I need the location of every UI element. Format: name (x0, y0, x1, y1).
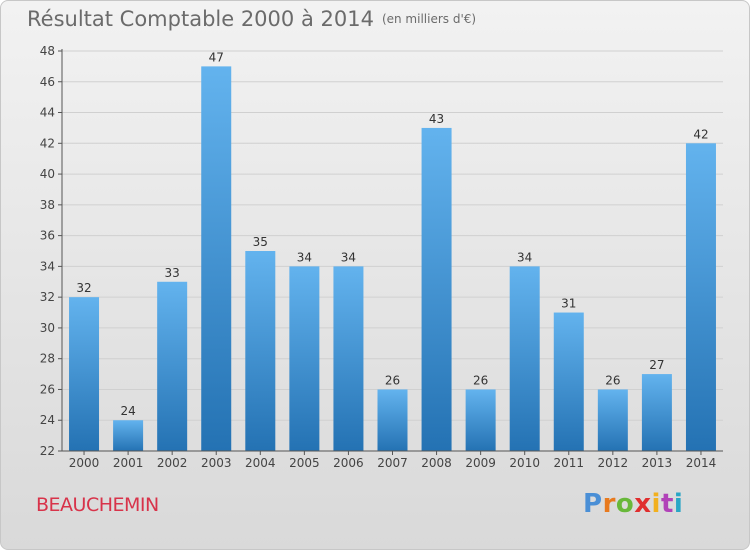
x-tick-label: 2007 (377, 456, 408, 470)
x-tick-label: 2009 (465, 456, 496, 470)
bar-2009 (465, 389, 496, 451)
data-label: 24 (120, 404, 135, 418)
x-tick-label: 2002 (157, 456, 188, 470)
logo-letter: r (602, 489, 616, 519)
y-tick-label: 26 (40, 382, 55, 396)
data-label: 34 (341, 250, 356, 264)
y-tick-label: 38 (40, 198, 55, 212)
logo-letter: o (615, 489, 635, 519)
data-label: 43 (429, 112, 444, 126)
x-tick-label: 2011 (553, 456, 584, 470)
data-label: 34 (517, 250, 532, 264)
logo-letter: i (651, 489, 661, 519)
bar-2008 (421, 127, 452, 451)
proxiti-logo[interactable]: Proxiti (583, 489, 683, 519)
y-tick-label: 24 (40, 413, 55, 427)
bars: 32 24 33 47 35 34 34 26 43 26 34 31 26 27 42 (69, 50, 716, 452)
bar-2003 (201, 66, 232, 451)
x-tick-label: 2005 (289, 456, 320, 470)
bar-2013 (641, 374, 672, 451)
data-label: 33 (165, 266, 180, 280)
x-tick-label: 2012 (598, 456, 629, 470)
x-tick-label: 2006 (333, 456, 364, 470)
data-label: 26 (605, 373, 620, 387)
bar-2000 (69, 297, 100, 451)
y-tick-label: 42 (40, 136, 55, 150)
bar-2005 (289, 266, 320, 451)
axes: 22 24 26 28 30 32 34 36 38 40 42 44 46 48 2000 2001 2002… (40, 44, 723, 470)
bar-2010 (509, 266, 540, 451)
x-tick-label: 2008 (421, 456, 452, 470)
title-text: Résultat Comptable 2000 à 2014 (27, 7, 374, 31)
bar-2001 (113, 420, 144, 451)
data-label: 47 (209, 50, 224, 64)
bar-2011 (553, 312, 584, 451)
x-tick-label: 2000 (69, 456, 100, 470)
y-tick-label: 22 (40, 444, 55, 458)
bar-2007 (377, 389, 408, 451)
data-label: 32 (76, 281, 91, 295)
data-label: 34 (297, 250, 312, 264)
bar-2002 (157, 281, 188, 451)
data-label: 35 (253, 235, 268, 249)
y-tick-label: 44 (40, 106, 55, 120)
commune-name: BEAUCHEMIN (36, 494, 159, 516)
x-tick-label: 2001 (113, 456, 144, 470)
bar-2014 (685, 143, 716, 452)
bar-2012 (597, 389, 628, 451)
data-label: 26 (473, 373, 488, 387)
y-tick-label: 48 (40, 44, 55, 58)
y-tick-label: 30 (40, 321, 55, 335)
y-tick-label: 46 (40, 75, 55, 89)
x-tick-label: 2013 (642, 456, 673, 470)
logo-letter: P (583, 489, 603, 519)
logo-letter: x (634, 489, 652, 519)
bar-2006 (333, 266, 364, 451)
y-tick-label: 32 (40, 290, 55, 304)
unit-label: (en milliers d'€) (381, 12, 477, 26)
chart-title: Résultat Comptable 2000 à 2014 (en millie… (27, 7, 476, 31)
bar-2004 (245, 251, 276, 451)
x-tick-label: 2010 (509, 456, 540, 470)
data-label: 26 (385, 373, 400, 387)
y-tick-label: 28 (40, 352, 55, 366)
y-tick-label: 40 (40, 167, 55, 181)
x-tick-label: 2003 (201, 456, 232, 470)
data-label: 42 (693, 127, 708, 141)
x-tick-label: 2004 (245, 456, 276, 470)
y-tick-label: 34 (40, 259, 55, 273)
data-label: 27 (649, 358, 664, 372)
x-tick-label: 2014 (686, 456, 717, 470)
logo-letter: i (673, 489, 684, 519)
y-tick-label: 36 (40, 229, 55, 243)
logo-letter: t (660, 489, 674, 519)
data-label: 31 (561, 297, 576, 311)
